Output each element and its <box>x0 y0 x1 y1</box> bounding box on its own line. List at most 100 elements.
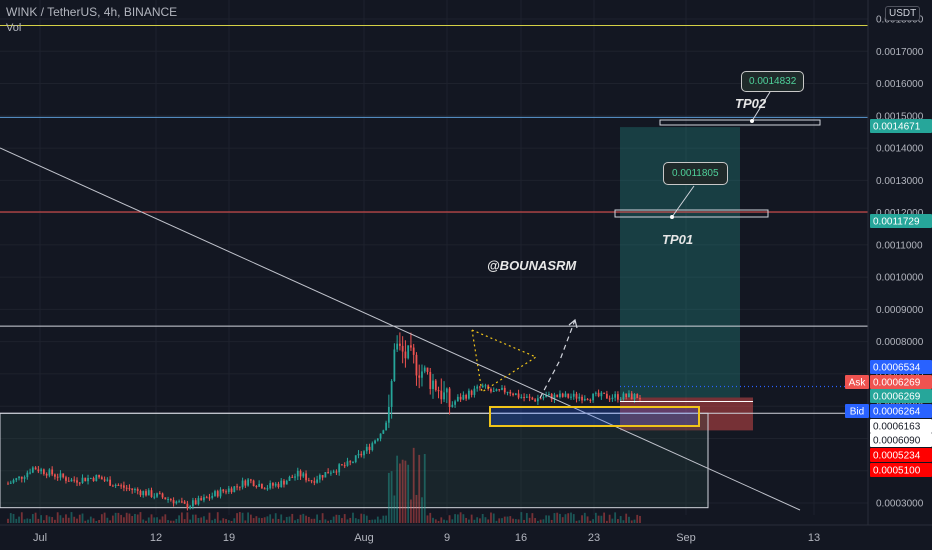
candle-body <box>393 349 396 382</box>
candle-body <box>465 394 468 399</box>
candle-body <box>354 455 357 462</box>
candle-body <box>291 476 294 478</box>
x-tick-label: 13 <box>808 532 820 544</box>
candle-body <box>114 484 117 486</box>
candle-body <box>252 480 255 487</box>
volume-bar <box>374 519 376 523</box>
candle-body <box>120 485 123 487</box>
volume-bar <box>462 514 465 523</box>
volume-bar <box>451 519 454 523</box>
volume-bar <box>241 512 244 523</box>
volume-bar <box>109 520 112 523</box>
candle-body <box>318 475 321 480</box>
volume-bar <box>509 516 512 523</box>
volume-bar <box>346 519 349 523</box>
volume-bar <box>222 518 225 523</box>
currency-button[interactable]: USDT <box>885 6 921 21</box>
volume-bar <box>578 520 581 523</box>
volume-bar <box>398 463 401 523</box>
price-tag-box <box>870 214 932 228</box>
candle-body <box>288 476 291 481</box>
volume-bar <box>490 512 492 523</box>
volume-bar <box>387 472 390 523</box>
candle-body <box>219 489 222 497</box>
volume-bar <box>423 454 426 523</box>
candle-body <box>59 473 62 478</box>
volume-bar <box>368 519 371 523</box>
volume-bar <box>517 519 520 523</box>
volume-bar <box>575 520 578 523</box>
y-tick-label: 0.0011000 <box>876 240 923 251</box>
tp01-anchor <box>670 215 674 219</box>
volume-label[interactable]: Vol <box>6 22 22 34</box>
candle-body <box>78 482 81 484</box>
volume-bar <box>564 514 567 523</box>
price-tag-value: 0.0006269 <box>873 378 921 389</box>
candle-body <box>305 473 307 481</box>
candle-body <box>597 392 600 397</box>
candle-body <box>611 397 614 400</box>
volume-bar <box>382 515 385 523</box>
volume-bar <box>238 512 241 523</box>
candle-body <box>37 469 40 472</box>
volume-bar <box>404 460 407 523</box>
volume-bar <box>37 518 40 523</box>
candle-body <box>62 473 65 478</box>
candle-body <box>542 397 545 399</box>
volume-bar <box>183 519 186 523</box>
chart-drawings[interactable] <box>0 91 868 511</box>
candle-body <box>357 453 360 456</box>
candle-body <box>503 387 506 393</box>
volume-bar <box>559 513 561 523</box>
time-axis[interactable]: Jul 12 19 Aug 9 16 23 Sep 13 <box>0 524 932 544</box>
price-tag-label: Bid <box>850 407 864 418</box>
symbol-title[interactable]: WINK / TetherUS, 4h, BINANCE <box>6 5 178 19</box>
price-tag-label: Ask <box>849 378 867 389</box>
candle-body <box>534 399 537 402</box>
volume-bar <box>536 520 539 523</box>
candle-body <box>92 477 95 481</box>
volume-bar <box>611 518 614 523</box>
horizontal-levels[interactable] <box>0 24 868 414</box>
candle-body <box>40 469 43 472</box>
volume-bar <box>426 515 429 523</box>
price-tag-box <box>870 360 932 374</box>
price-tag-box <box>870 448 932 462</box>
volume-bar <box>233 518 236 523</box>
volume-bar <box>169 520 172 523</box>
candle-body <box>51 469 54 475</box>
candle-body <box>258 483 261 487</box>
candle-body <box>310 480 313 482</box>
volume-bar <box>194 514 197 523</box>
candle-body <box>109 479 112 486</box>
candle-body <box>608 398 611 400</box>
volume-bar <box>180 512 183 523</box>
volume-bar <box>605 520 608 523</box>
volume-bar <box>429 512 432 523</box>
volume-bar <box>594 512 597 523</box>
volume-bar <box>161 516 164 523</box>
author-watermark: @BOUNASRM <box>487 258 577 273</box>
candle-body <box>619 399 622 401</box>
volume-bar <box>633 519 636 523</box>
candle-body <box>233 486 236 493</box>
volume-bar <box>619 516 622 523</box>
volume-bar <box>261 518 263 523</box>
candle-body <box>332 471 335 473</box>
candle-body <box>360 453 363 456</box>
volume-bar <box>434 519 437 523</box>
candle-body <box>230 488 233 493</box>
candle-body <box>186 503 189 509</box>
volume-bar <box>227 520 230 523</box>
candle-body <box>572 393 575 397</box>
candle-body <box>117 484 120 486</box>
candle-body <box>346 461 349 466</box>
candlesticks <box>7 332 641 511</box>
volume-bar <box>628 516 630 523</box>
candle-body <box>70 479 73 482</box>
candle-body <box>54 474 56 477</box>
candle-body <box>18 476 20 479</box>
volume-bar <box>117 512 120 523</box>
candle-body <box>95 474 98 481</box>
volume-bar <box>313 518 316 523</box>
